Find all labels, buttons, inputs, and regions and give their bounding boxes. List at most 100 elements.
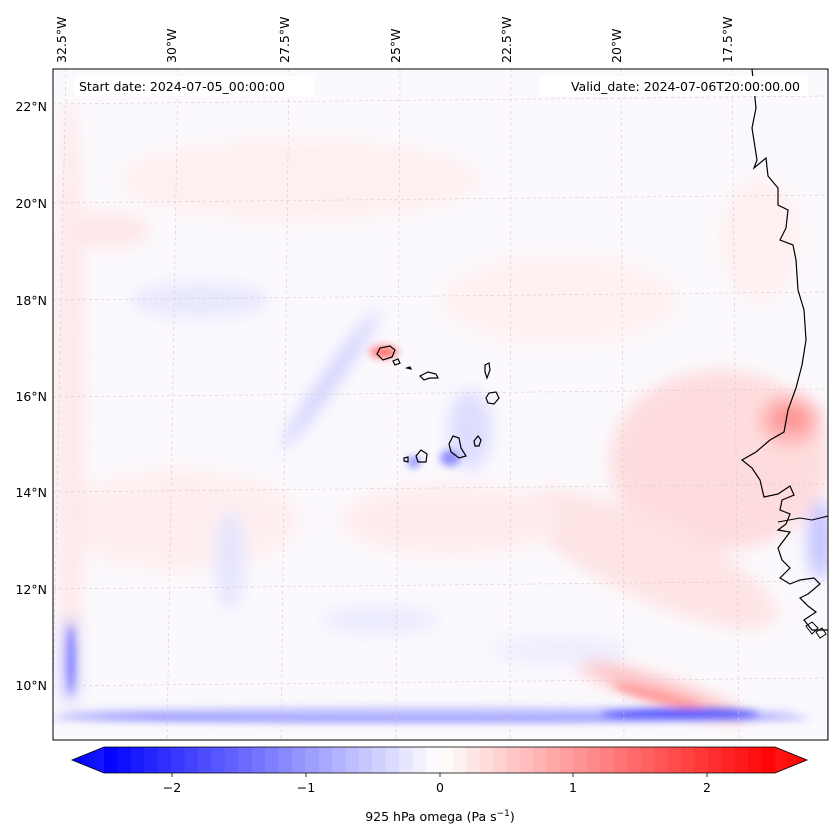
colorbar-steps [104, 747, 776, 773]
colorbar-step [721, 747, 736, 773]
colorbar-step [734, 747, 749, 773]
map-frame [52, 68, 829, 741]
colorbar-step [372, 747, 387, 773]
colorbar-step [318, 747, 333, 773]
lat-label: 12°N [15, 582, 47, 597]
colorbar-step [587, 747, 601, 773]
sao-vicente-island [392, 358, 401, 366]
colorbar-step [211, 747, 226, 773]
sao-nicolau-island [418, 371, 439, 381]
colorbar-step [506, 747, 521, 773]
colorbar-step [399, 747, 414, 773]
start-date-label: Start date: 2024-07-05_00:00:00 [79, 79, 285, 94]
colorbar-tick-label: 2 [703, 780, 711, 795]
colorbar-tick-label: −1 [297, 780, 315, 795]
santiago-island [448, 435, 467, 459]
colorbar-step [466, 747, 481, 773]
colorbar-title-sup: −1 [497, 809, 510, 819]
colorbar-step [748, 747, 762, 773]
lon-label: 32.5°W [54, 17, 69, 63]
colorbar-step [694, 747, 709, 773]
colorbar-step [681, 747, 695, 773]
colorbar-step [291, 747, 306, 773]
colorbar-step [251, 747, 266, 773]
colorbar-step [385, 747, 400, 773]
lat-label: 20°N [15, 196, 47, 211]
colorbar-step [560, 747, 575, 773]
lat-label: 16°N [15, 389, 47, 404]
bijagos-islands [805, 621, 827, 639]
gambia-inlet [777, 515, 828, 523]
colorbar-step [412, 747, 427, 773]
colorbar-step [613, 747, 628, 773]
start-date-box [74, 76, 314, 96]
colorbar-title: 925 hPa omega (Pa s−1) [365, 809, 515, 824]
valid-date-label: Valid_date: 2024-07-06T20:00:00.00 [571, 79, 800, 94]
cabo-verde-islands [376, 345, 500, 463]
lon-label: 17.5°W [720, 17, 735, 63]
colorbar-step [640, 747, 655, 773]
sal-island [484, 362, 491, 380]
colorbar-step [667, 747, 682, 773]
colorbar-step [439, 747, 454, 773]
lat-label: 18°N [15, 293, 47, 308]
colorbar-step [238, 747, 253, 773]
fogo-island [415, 449, 428, 463]
colorbar-step [707, 747, 722, 773]
colorbar-title-main: 925 hPa omega (Pa s [365, 809, 496, 824]
omega-shading [55, 100, 828, 721]
west-africa-coastline [740, 69, 828, 740]
colorbar-step [117, 747, 132, 773]
maio-island [473, 435, 482, 447]
lat-label: 22°N [15, 99, 47, 114]
colorbar-step [144, 747, 159, 773]
colorbar-step [627, 747, 642, 773]
colorbar-step [197, 747, 212, 773]
colorbar-step [654, 747, 669, 773]
colorbar-step [426, 747, 440, 773]
colorbar-tick-label: 1 [569, 780, 577, 795]
colorbar-ticks [171, 773, 708, 777]
colorbar-step [452, 747, 467, 773]
lon-label: 22.5°W [499, 17, 514, 63]
colorbar-step [358, 747, 373, 773]
colorbar-step [332, 747, 346, 773]
lat-label: 10°N [15, 678, 47, 693]
lon-label: 20°W [609, 28, 624, 63]
colorbar-step [600, 747, 615, 773]
colorbar-tick-label: 0 [436, 780, 444, 795]
valid-date-box [540, 76, 808, 96]
colorbar-step [184, 747, 199, 773]
santa-luzia-island [404, 366, 413, 370]
colorbar-step [533, 747, 548, 773]
map-panel: Start date: 2024-07-05_00:00:00 Valid_da… [53, 69, 828, 740]
brava-island [403, 456, 409, 463]
lon-label: 30°W [164, 28, 179, 63]
colorbar-step [546, 747, 561, 773]
colorbar-step [171, 747, 185, 773]
colorbar-step [520, 747, 534, 773]
omega-shading-sharp [53, 346, 810, 722]
colorbar-title-end: ) [510, 809, 515, 824]
graticule [53, 69, 828, 740]
colorbar-step [573, 747, 588, 773]
colorbar-outline [70, 746, 809, 774]
lon-label: 27.5°W [277, 17, 292, 63]
colorbar-step [493, 747, 507, 773]
colorbar-step [130, 747, 145, 773]
colorbar-step [265, 747, 279, 773]
colorbar-tick-label: −2 [163, 780, 181, 795]
colorbar-step [278, 747, 293, 773]
colorbar-step [224, 747, 239, 773]
colorbar: −2 −1 0 1 2 925 hPa omega (Pa s−1) [70, 746, 809, 824]
colorbar-step [157, 747, 172, 773]
boa-vista-island [485, 391, 500, 405]
colorbar-step [305, 747, 320, 773]
santo-antao-island [376, 345, 396, 361]
colorbar-step [479, 747, 494, 773]
latitude-labels: 22°N 20°N 18°N 16°N 14°N 12°N 10°N [15, 99, 47, 693]
colorbar-step [345, 747, 360, 773]
colorbar-step [104, 747, 118, 773]
lat-label: 14°N [15, 485, 47, 500]
